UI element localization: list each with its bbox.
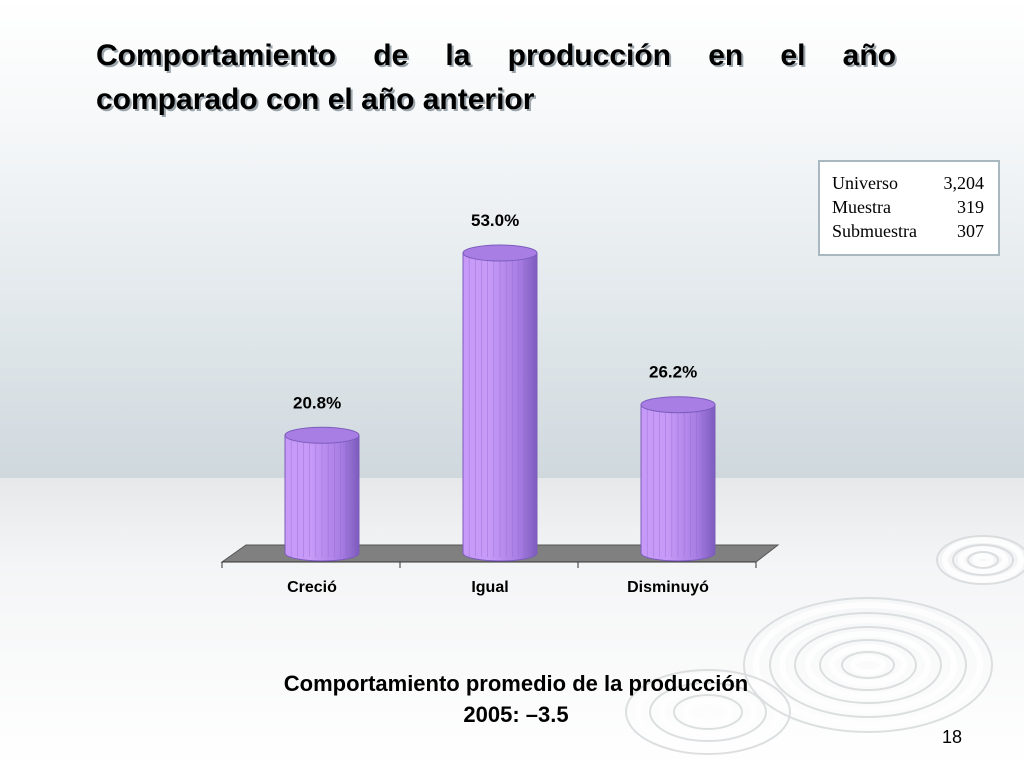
title-word: de <box>373 39 409 72</box>
category-labels: Creció Igual Disminuyó <box>287 579 709 596</box>
info-label: Universo <box>832 173 898 193</box>
category-label: Igual <box>471 579 508 596</box>
data-label: 20.8% <box>293 393 341 412</box>
bar-top <box>462 244 538 262</box>
title-word: la <box>445 39 471 72</box>
category-label: Disminuyó <box>627 579 709 596</box>
title-word: producción <box>507 39 671 72</box>
info-row-muestra: Muestra 319 <box>832 195 984 219</box>
data-labels: 20.8% 53.0% 26.2% <box>293 211 697 412</box>
bar-1 <box>284 426 360 562</box>
title-word: el <box>780 39 806 72</box>
summary-line-1: Comportamiento promedio de la producción <box>283 671 749 696</box>
info-label: Muestra <box>832 197 891 217</box>
data-label: 26.2% <box>649 363 697 382</box>
bar-top <box>640 396 716 414</box>
x-axis-ticks <box>221 562 757 568</box>
page-number: 18 <box>941 727 963 747</box>
info-value: 3,204 <box>943 173 985 193</box>
info-value: 319 <box>957 197 984 217</box>
info-label: Submuestra <box>832 221 917 241</box>
summary-text: Comportamiento promedio de la producción… <box>196 668 836 730</box>
bar-series <box>284 244 716 562</box>
bar-top <box>284 426 360 444</box>
info-row-submuestra: Submuestra 307 <box>832 219 984 243</box>
sample-info-box: Universo 3,204 Muestra 319 Submuestra 30… <box>818 160 1000 256</box>
slide-title: Comportamiento de la producción en el año comp… <box>96 34 896 122</box>
bar-2 <box>462 244 538 562</box>
data-label: 53.0% <box>471 211 519 230</box>
summary-line-2: 2005: –3.5 <box>463 702 569 727</box>
info-row-universo: Universo 3,204 <box>832 171 984 195</box>
title-line-2: comparado con el año anterior <box>96 83 535 116</box>
info-value: 307 <box>957 221 984 241</box>
title-line-1: Comportamiento de la producción en el año <box>96 34 896 78</box>
title-word: en <box>708 39 744 72</box>
title-word: Comportamiento <box>96 39 336 72</box>
bar-3 <box>640 396 716 562</box>
title-word: año <box>842 39 896 72</box>
category-label: Creció <box>287 579 337 596</box>
